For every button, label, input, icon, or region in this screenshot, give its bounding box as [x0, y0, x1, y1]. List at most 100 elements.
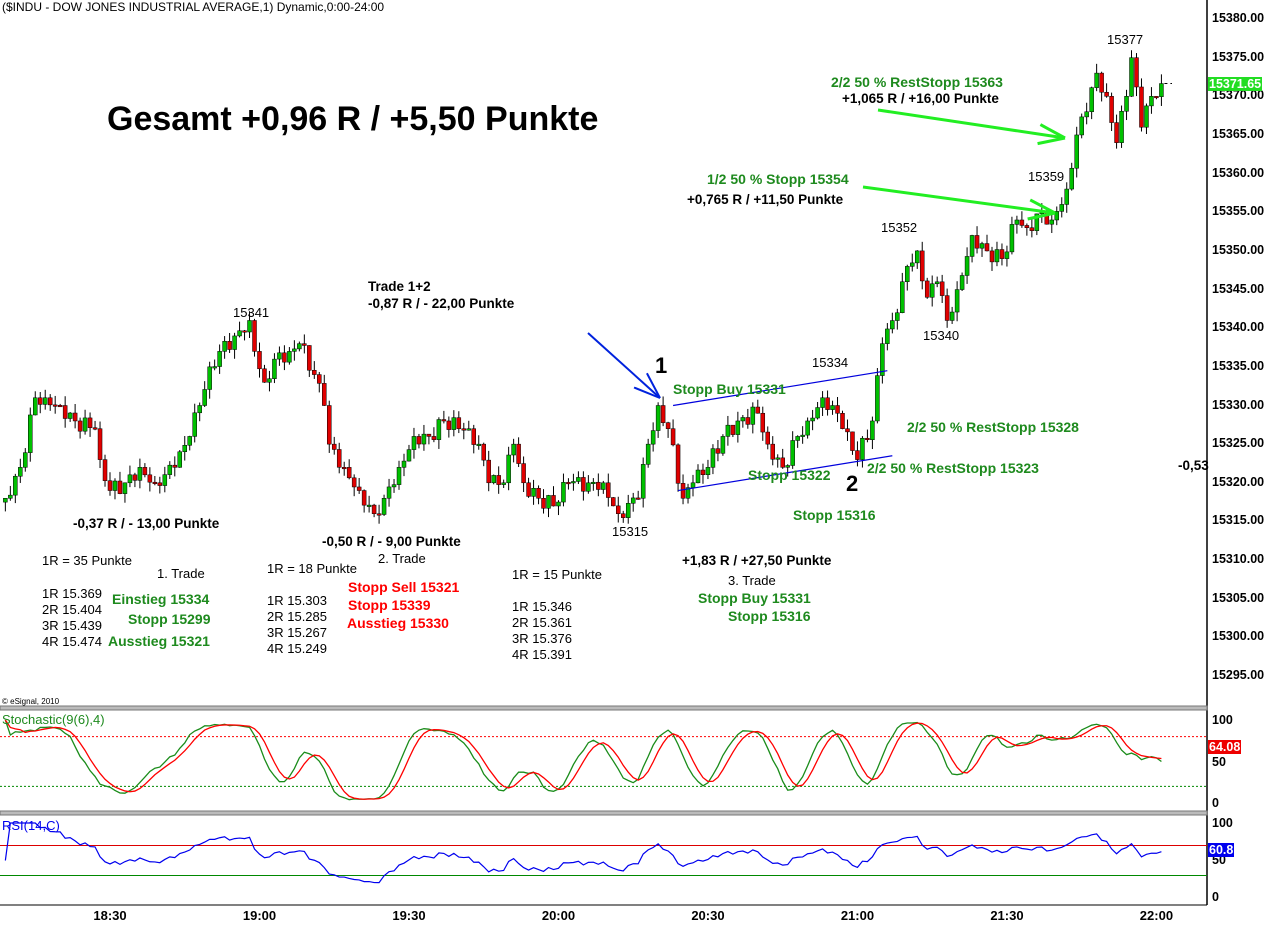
candle-up — [192, 412, 197, 437]
candle-up — [1034, 213, 1040, 231]
candle-down — [660, 405, 666, 423]
candle-down — [865, 437, 870, 441]
half1-result: +0,765 R / +11,50 Punkte — [687, 192, 844, 207]
candle-down — [227, 341, 232, 350]
candle-up — [695, 469, 701, 484]
candle-up — [33, 397, 38, 416]
candle-down — [317, 374, 322, 384]
trade3-level: 4R 15.391 — [512, 647, 572, 662]
candle-down — [541, 498, 546, 509]
candle-down — [87, 417, 93, 428]
candle-up — [436, 419, 442, 440]
candle-down — [850, 431, 855, 451]
candle-up — [1004, 251, 1010, 259]
candle-up — [501, 482, 506, 485]
candle-up — [222, 341, 227, 352]
candle-up — [421, 433, 427, 445]
trade3-label: 3. Trade — [728, 573, 776, 588]
candle-up — [277, 352, 282, 360]
price-tick: 15330.00 — [1212, 397, 1265, 412]
green-arrow — [862, 185, 1056, 215]
candle-down — [426, 433, 432, 437]
rsi-label[interactable]: RSI(14,C) — [2, 818, 60, 833]
candle-up — [1124, 96, 1129, 112]
candle-up — [900, 281, 905, 313]
candle-up — [217, 351, 222, 367]
headline: Gesamt +0,96 R / +5,50 Punkte — [107, 100, 599, 138]
candle-down — [1029, 227, 1035, 231]
candle-up — [232, 335, 237, 350]
price-tick: 15295.00 — [1212, 668, 1265, 683]
candle-down — [924, 280, 930, 298]
candle-up — [630, 497, 636, 504]
stochastic-label[interactable]: Stochastic(9(6),4) — [2, 712, 105, 727]
trade2-stop-sell: Stopp Sell 15321 — [348, 579, 460, 595]
candle-up — [601, 482, 606, 490]
candle-down — [855, 450, 860, 460]
candle-down — [481, 443, 486, 461]
candle-up — [885, 328, 890, 344]
candle-down — [919, 250, 925, 282]
blue-arrow — [587, 332, 661, 399]
candle-up — [381, 498, 387, 515]
candle-down — [107, 480, 113, 491]
price-tick: 15310.00 — [1212, 552, 1265, 567]
price-tick: 15375.00 — [1212, 49, 1265, 64]
candle-down — [282, 352, 287, 363]
candle-up — [586, 482, 591, 492]
price-tick: 15365.00 — [1212, 126, 1265, 141]
green-arrow-head — [1027, 211, 1056, 221]
price-tick: 15360.00 — [1212, 165, 1265, 180]
marker-1: 1 — [655, 353, 668, 378]
candle-down — [331, 443, 337, 450]
blue-arrow-head — [646, 372, 661, 399]
candle-up — [790, 440, 795, 466]
stoch-tick-50: 50 — [1212, 755, 1226, 769]
candle-down — [730, 424, 736, 435]
trade3-level: 3R 15.376 — [512, 631, 572, 646]
panel-divider — [0, 705, 1208, 711]
candle-up — [591, 481, 596, 484]
candle-down — [835, 405, 840, 414]
candle-up — [720, 436, 726, 454]
candle-down — [102, 459, 108, 481]
candle-up — [785, 465, 790, 468]
candle-up — [8, 494, 13, 499]
rsi-tick-100: 100 — [1212, 816, 1233, 830]
candle-up — [959, 275, 965, 290]
candle-up — [187, 436, 192, 446]
price-tick: 15300.00 — [1212, 629, 1265, 644]
time-tick: 21:00 — [840, 908, 875, 923]
candle-up — [1069, 167, 1074, 190]
trade1-level: 2R 15.404 — [42, 602, 102, 617]
trade2-exit: Ausstieg 15330 — [347, 615, 449, 631]
stoch-d-line — [4, 719, 1162, 800]
price-tick: 15380.00 — [1212, 11, 1265, 25]
candle-up — [1119, 111, 1124, 143]
candle-up — [127, 474, 133, 484]
candle-down — [840, 413, 845, 429]
candle-up — [640, 464, 646, 499]
candle-down — [825, 397, 830, 410]
reststopp-15328: 2/2 50 % RestStopp 15328 — [907, 419, 1079, 435]
candle-down — [999, 249, 1005, 259]
candle-up — [137, 467, 143, 481]
candle-down — [446, 420, 452, 430]
candle-up — [710, 448, 716, 468]
trade1-entry: Einstieg 15334 — [112, 591, 210, 607]
reststopp-15323: 2/2 50 % RestStopp 15323 — [867, 460, 1039, 476]
candle-down — [157, 482, 163, 486]
time-tick: 19:30 — [392, 908, 426, 923]
candle-up — [197, 405, 202, 414]
candle-down — [486, 459, 491, 484]
candle-down — [770, 443, 775, 460]
candle-up — [491, 475, 496, 484]
candle-up — [905, 266, 910, 283]
candle-down — [252, 320, 257, 352]
candle-up — [406, 449, 412, 462]
rsi-line — [4, 822, 1162, 884]
trade2-result: -0,50 R / - 9,00 Punkte — [322, 534, 461, 549]
candle-down — [62, 405, 68, 419]
time-tick: 21:30 — [990, 908, 1024, 923]
candle-up — [880, 343, 885, 376]
